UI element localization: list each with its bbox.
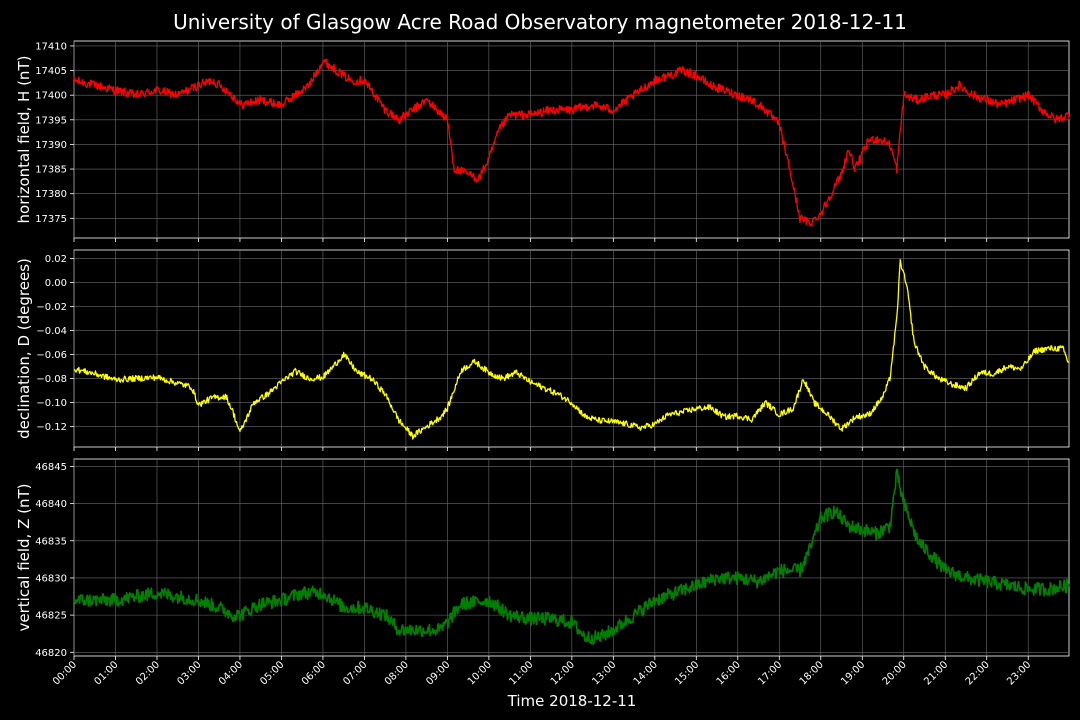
declination-ytick-label: −0.12	[36, 422, 67, 433]
horizontal-field-ytick-label: 17400	[35, 91, 67, 102]
vertical-field-y-axis-label: vertical field, Z (nT)	[15, 483, 33, 631]
horizontal-field-y-axis-label: horizontal field, H (nT)	[15, 56, 33, 224]
declination-y-axis-label: declination, D (degrees)	[15, 258, 33, 439]
horizontal-field-panel: 17375 17380 17385 17390 17395 17400 17405 17410…	[15, 40, 1070, 242]
panels: 17375 17380 17385 17390 17395 17400 17405 17410…	[15, 40, 1070, 688]
vertical-field-ytick-label: 46820	[35, 648, 67, 659]
vertical-field-series-line	[73, 468, 1070, 645]
horizontal-field-series-line	[73, 58, 1070, 227]
declination-series-line	[73, 259, 1070, 440]
declination-ytick-label: 0.00	[45, 278, 67, 289]
horizontal-field-ytick-label: 17395	[35, 115, 67, 126]
figure-title: University of Glasgow Acre Road Observat…	[173, 10, 907, 34]
declination-plot-area	[73, 249, 1070, 448]
vertical-field-ytick-label: 46845	[35, 462, 67, 473]
vertical-field-plot-area	[73, 458, 1070, 657]
x-axis-label: Time 2018-12-11	[507, 692, 637, 710]
vertical-field-ytick-label: 46835	[35, 536, 67, 547]
declination-ytick-label: −0.08	[36, 374, 67, 385]
vertical-field-ytick-label: 46830	[35, 573, 67, 584]
declination-panel: 0.02 0.00 −0.02 −0.04 −0.06 −0.08 −0.10 −0.12de…	[15, 249, 1070, 451]
vertical-field-ytick-label: 46840	[35, 499, 67, 510]
horizontal-field-ytick-label: 17385	[35, 165, 67, 176]
horizontal-field-ytick-label: 17405	[35, 66, 67, 77]
declination-ytick-label: −0.06	[36, 350, 67, 361]
vertical-field-ytick-label: 46825	[35, 611, 67, 622]
declination-ytick-label: 0.02	[45, 254, 67, 265]
declination-ytick-label: −0.10	[36, 398, 67, 409]
horizontal-field-ytick-label: 17375	[35, 214, 67, 225]
declination-ytick-label: −0.02	[36, 302, 67, 313]
horizontal-field-ytick-label: 17380	[35, 189, 67, 200]
horizontal-field-ytick-label: 17390	[35, 140, 67, 151]
declination-ytick-label: −0.04	[36, 326, 67, 337]
horizontal-field-ytick-label: 17410	[35, 41, 67, 52]
